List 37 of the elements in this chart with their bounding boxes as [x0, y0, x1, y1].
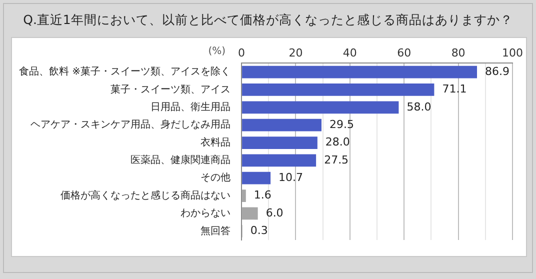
x-tick-label: 60	[397, 46, 412, 60]
x-tick-label: 80	[451, 46, 466, 60]
y-tick-label: 医薬品、健康関連商品	[130, 154, 231, 166]
y-tick-label: ヘアケア・スキンケア用品、身だしなみ用品	[30, 118, 231, 131]
y-tick-label: 日用品、衛生用品	[150, 100, 231, 113]
y-tick-label: 価格が高くなったと感じる商品はない	[60, 189, 231, 202]
data-label: 10.7	[278, 170, 304, 184]
data-label: 27.5	[324, 153, 349, 166]
bar	[242, 190, 246, 202]
x-axis-title: (%)	[208, 46, 226, 57]
data-label: 6.0	[266, 206, 284, 220]
x-tick-label: 40	[342, 46, 357, 60]
data-label: 29.5	[329, 118, 354, 131]
x-tick-label: 100	[502, 46, 523, 60]
data-label: 0.3	[250, 224, 268, 238]
y-tick-label: 食品、飲料 ※菓子・スイーツ類、アイスを除く	[18, 66, 231, 78]
bar	[242, 66, 478, 78]
y-tick-label: その他	[200, 172, 231, 184]
bar	[242, 136, 318, 149]
x-tick-label: 0	[238, 46, 246, 60]
y-tick-label: 無回答	[200, 224, 231, 237]
bar	[242, 84, 434, 96]
y-tick-label: わからない	[180, 208, 231, 220]
data-label: 86.9	[485, 64, 510, 78]
y-tick-label: 衣料品	[200, 136, 231, 148]
bar	[242, 118, 322, 132]
data-label: 28.0	[325, 136, 350, 149]
bar	[242, 207, 258, 220]
x-tick-label: 20	[288, 46, 303, 60]
y-tick-label: 菓子・スイーツ類、アイス	[110, 83, 231, 96]
data-label: 1.6	[254, 188, 272, 202]
data-label: 58.0	[406, 100, 432, 114]
bar	[242, 154, 316, 167]
bar	[242, 172, 271, 184]
bar	[242, 101, 399, 114]
data-label: 71.1	[442, 82, 467, 96]
chart-title: Q.直近1年間において、以前と比べて価格が高くなったと感じる商品はありますか？	[22, 12, 514, 29]
